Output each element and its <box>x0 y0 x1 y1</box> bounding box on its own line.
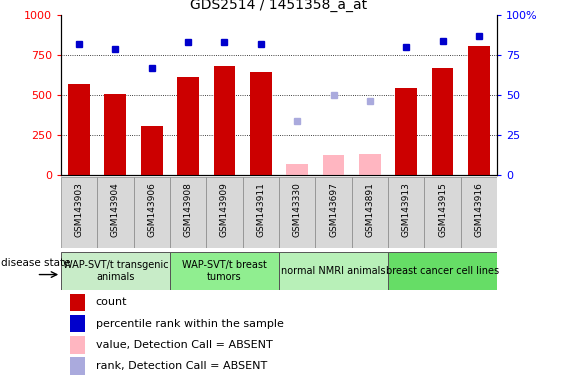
Bar <box>177 77 199 175</box>
Bar <box>432 68 454 175</box>
Text: GSM143904: GSM143904 <box>111 182 120 237</box>
Text: count: count <box>96 298 127 308</box>
Bar <box>250 72 272 175</box>
Bar <box>468 46 490 175</box>
Text: value, Detection Call = ABSENT: value, Detection Call = ABSENT <box>96 340 272 350</box>
Bar <box>97 177 133 248</box>
Text: GSM143916: GSM143916 <box>475 182 484 237</box>
Text: GSM143697: GSM143697 <box>329 182 338 237</box>
Text: normal NMRI animals: normal NMRI animals <box>282 266 386 276</box>
Bar <box>286 164 308 175</box>
Bar <box>279 177 315 248</box>
Text: GSM143915: GSM143915 <box>438 182 447 237</box>
Text: GSM143891: GSM143891 <box>365 182 374 237</box>
Title: GDS2514 / 1451358_a_at: GDS2514 / 1451358_a_at <box>190 0 368 12</box>
Text: percentile rank within the sample: percentile rank within the sample <box>96 319 284 329</box>
Bar <box>213 66 235 175</box>
Bar <box>170 177 206 248</box>
Bar <box>61 177 97 248</box>
Text: GSM143906: GSM143906 <box>147 182 156 237</box>
Bar <box>70 294 85 311</box>
Text: GSM143911: GSM143911 <box>256 182 265 237</box>
Text: GSM143903: GSM143903 <box>74 182 83 237</box>
Bar <box>105 94 126 175</box>
Bar <box>133 177 170 248</box>
Bar <box>68 84 90 175</box>
Bar <box>70 336 85 354</box>
Text: rank, Detection Call = ABSENT: rank, Detection Call = ABSENT <box>96 361 267 371</box>
Bar <box>315 177 352 248</box>
Bar <box>70 315 85 333</box>
Bar <box>279 252 388 290</box>
Text: disease state: disease state <box>1 258 71 268</box>
Text: breast cancer cell lines: breast cancer cell lines <box>386 266 499 276</box>
Text: GSM143909: GSM143909 <box>220 182 229 237</box>
Bar <box>141 126 163 175</box>
Text: WAP-SVT/t transgenic
animals: WAP-SVT/t transgenic animals <box>62 260 168 281</box>
Bar <box>323 155 345 175</box>
Text: GSM143330: GSM143330 <box>293 182 302 237</box>
Bar <box>395 88 417 175</box>
Bar <box>388 177 425 248</box>
Bar <box>61 252 170 290</box>
Bar <box>388 252 497 290</box>
Text: GSM143908: GSM143908 <box>184 182 193 237</box>
Bar <box>243 177 279 248</box>
Bar <box>461 177 497 248</box>
Text: WAP-SVT/t breast
tumors: WAP-SVT/t breast tumors <box>182 260 267 281</box>
Bar <box>70 357 85 375</box>
Bar <box>206 177 243 248</box>
Bar <box>359 154 381 175</box>
Bar <box>170 252 279 290</box>
Text: GSM143913: GSM143913 <box>402 182 411 237</box>
Bar <box>425 177 461 248</box>
Bar <box>352 177 388 248</box>
